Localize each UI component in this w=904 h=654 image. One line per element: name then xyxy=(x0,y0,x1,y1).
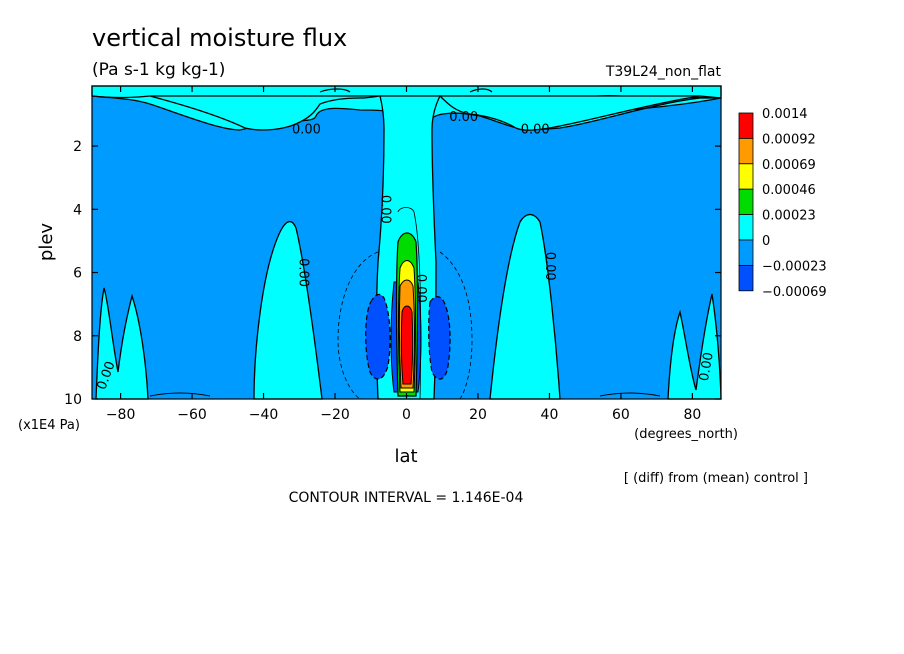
colorbar-swatch xyxy=(738,163,754,190)
x-tick-label: 80 xyxy=(683,407,701,423)
contour-label: 0.00 xyxy=(697,351,717,382)
contour-label: 0.00 xyxy=(377,195,392,224)
contour-column-far-left xyxy=(95,287,149,400)
colorbar: 0.0014 0.00092 0.00069 0.00046 0.00023 0 −0.00… xyxy=(738,107,827,300)
x-axis-units: (degrees_north) xyxy=(634,427,738,442)
x-tick-label: −60 xyxy=(177,407,207,423)
colorbar-label: 0.0014 xyxy=(762,107,808,122)
x-tick-label: 40 xyxy=(541,407,559,423)
contour-column-right xyxy=(489,213,561,400)
contour-interval-text: CONTOUR INTERVAL = 1.146E-04 xyxy=(289,490,524,506)
contour-labels: 0.000.000.000.000.00 0.000.00 0.000.00 xyxy=(95,110,717,392)
contour-negative-left xyxy=(365,293,391,380)
contour-label: 0.00 xyxy=(292,122,321,137)
run-label: T39L24_non_flat xyxy=(605,64,722,80)
colorbar-label: −0.00069 xyxy=(762,285,827,300)
chart-title: vertical moisture flux xyxy=(92,24,347,52)
colorbar-swatch xyxy=(738,264,754,292)
y-tick-label: 8 xyxy=(73,329,82,345)
y-tick-label: 6 xyxy=(73,266,82,282)
y-tick-label: 4 xyxy=(73,202,82,218)
x-axis-ticks: −80 −60 −40 −20 0 20 40 60 80 xyxy=(106,86,701,423)
contour-label: 0.00 xyxy=(295,258,310,287)
y-tick-label: 2 xyxy=(73,139,82,155)
colorbar-label: 0 xyxy=(762,234,770,249)
footnote: [ (diff) from (mean) control ] xyxy=(624,471,808,486)
colorbar-label: 0.00092 xyxy=(762,132,816,147)
x-axis-label: lat xyxy=(394,446,417,467)
y-axis-ticks: 2 4 6 8 10 xyxy=(64,139,721,408)
contour-label: 0.00 xyxy=(413,274,428,303)
contour-label: 0.00 xyxy=(521,122,550,137)
colorbar-swatch xyxy=(738,137,754,165)
x-tick-label: 0 xyxy=(402,407,411,423)
contour-column-left xyxy=(253,221,323,400)
y-axis-units: (x1E4 Pa) xyxy=(18,418,80,433)
colorbar-swatch xyxy=(738,239,754,266)
contour-plot-area: 0.000.000.000.000.00 0.000.00 0.000.00 xyxy=(91,85,722,400)
chart-units: (Pa s-1 kg kg-1) xyxy=(92,60,225,80)
contour-outline-solid xyxy=(397,207,422,400)
x-tick-label: −80 xyxy=(106,407,136,423)
contour-label: 0.00 xyxy=(449,110,478,125)
contour-outline-bottom xyxy=(149,392,661,397)
contour-top-edge xyxy=(91,88,722,99)
y-axis-label: plev xyxy=(36,223,57,262)
colorbar-swatch xyxy=(738,214,754,241)
x-tick-label: 20 xyxy=(469,407,487,423)
contour-outline-dashed-right xyxy=(439,251,473,400)
colorbar-swatch xyxy=(738,188,754,215)
contour-outline-dashed-left xyxy=(337,251,379,400)
x-tick-label: −20 xyxy=(320,407,350,423)
contour-column-far-right xyxy=(667,293,722,400)
x-tick-label: −40 xyxy=(249,407,279,423)
colorbar-label: 0.00069 xyxy=(762,158,816,173)
colorbar-swatch xyxy=(738,112,754,139)
colorbar-label: 0.00023 xyxy=(762,209,816,224)
contour-negative-right xyxy=(428,296,451,380)
contour-band-top-left xyxy=(149,95,381,131)
x-tick-label: 60 xyxy=(612,407,630,423)
contour-band-top-right xyxy=(438,95,701,131)
contour-label: 0.00 xyxy=(542,252,557,281)
colorbar-label: 0.00046 xyxy=(762,183,816,198)
contour-positive-red xyxy=(400,305,414,385)
colorbar-label: −0.00023 xyxy=(762,259,827,274)
y-tick-label: 10 xyxy=(64,392,82,408)
